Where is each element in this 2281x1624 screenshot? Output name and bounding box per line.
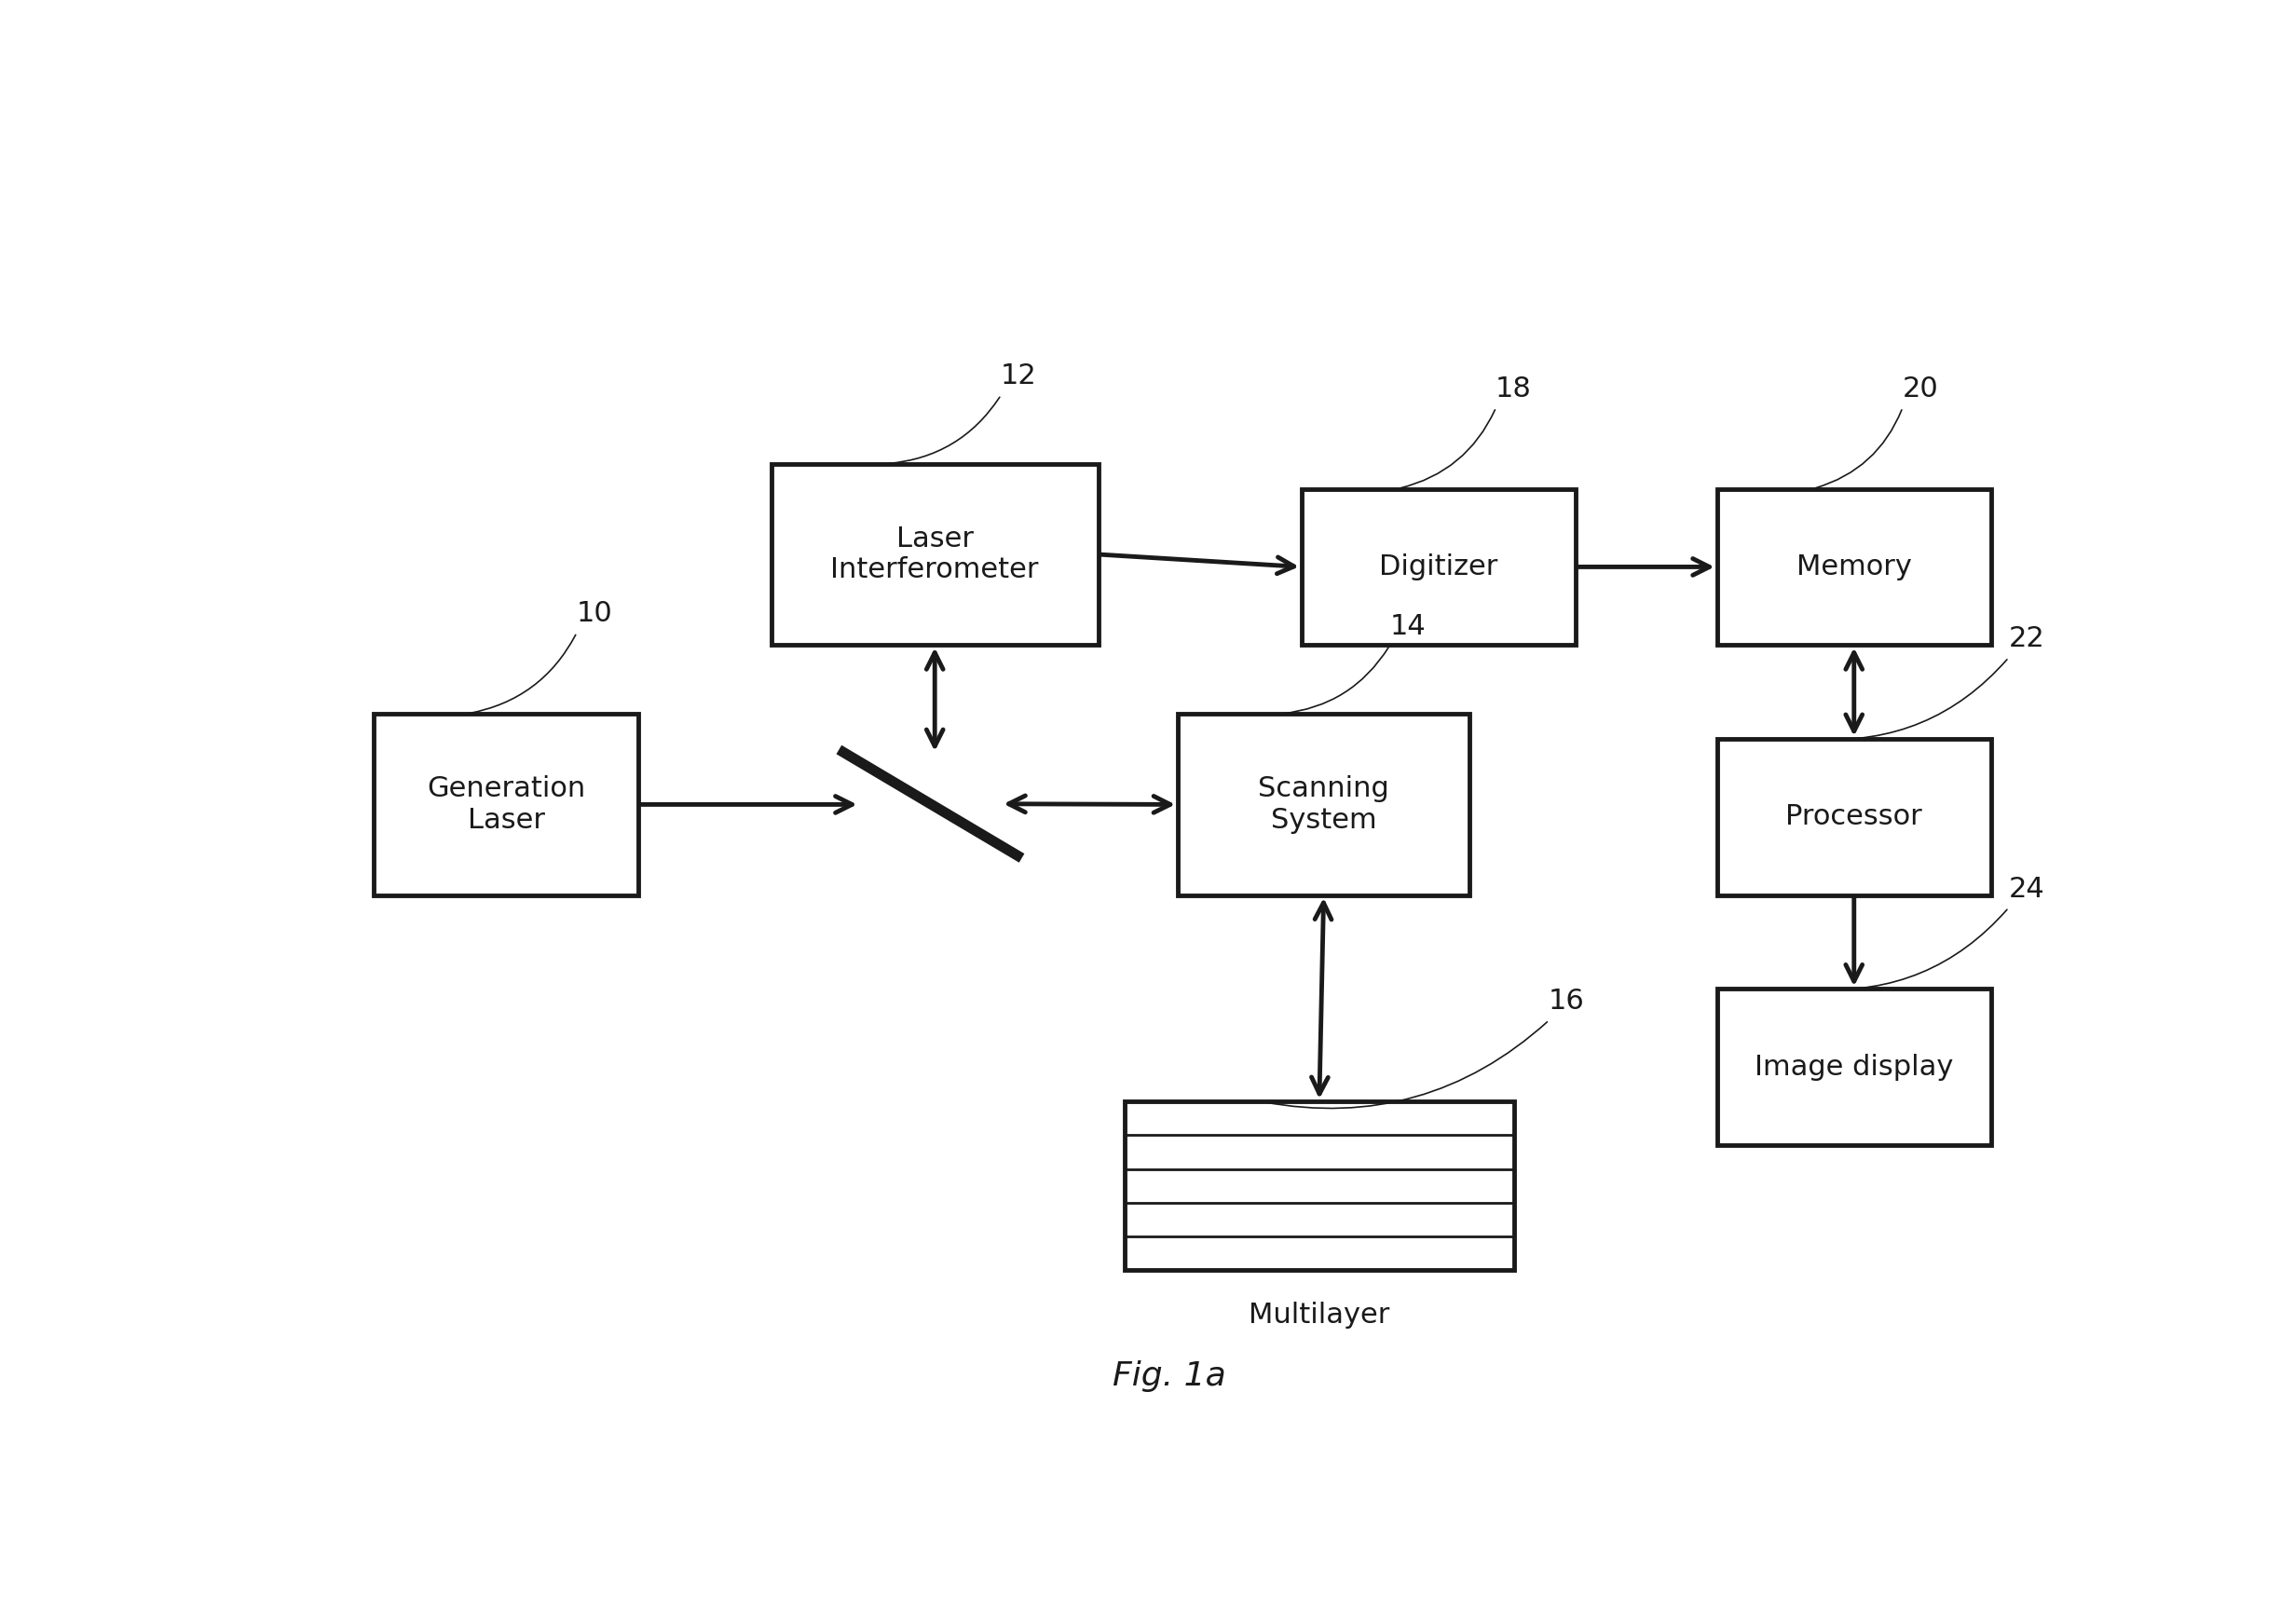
Text: Generation
Laser: Generation Laser xyxy=(427,775,586,833)
Bar xyxy=(374,715,639,895)
Bar xyxy=(771,464,1099,645)
Text: 12: 12 xyxy=(1001,362,1038,390)
Text: Fig. 1a: Fig. 1a xyxy=(1113,1361,1225,1392)
Text: Digitizer: Digitizer xyxy=(1380,554,1499,580)
Text: Multilayer: Multilayer xyxy=(1248,1301,1389,1328)
Text: Memory: Memory xyxy=(1797,554,1911,580)
Text: 14: 14 xyxy=(1389,612,1426,640)
Text: 10: 10 xyxy=(577,601,614,627)
Text: 16: 16 xyxy=(1549,987,1585,1015)
Bar xyxy=(1302,489,1576,645)
Bar xyxy=(1718,489,1991,645)
Text: Scanning
System: Scanning System xyxy=(1259,775,1389,833)
Text: Laser
Interferometer: Laser Interferometer xyxy=(830,525,1038,583)
Text: 22: 22 xyxy=(2007,625,2044,653)
Text: 20: 20 xyxy=(1902,375,1939,403)
Bar xyxy=(1718,989,1991,1145)
Text: 24: 24 xyxy=(2007,875,2044,903)
Bar xyxy=(1718,739,1991,895)
Bar xyxy=(1125,1101,1515,1270)
Text: Image display: Image display xyxy=(1754,1054,1953,1080)
Text: 18: 18 xyxy=(1496,375,1533,403)
Text: Processor: Processor xyxy=(1786,804,1923,830)
Bar xyxy=(1177,715,1469,895)
